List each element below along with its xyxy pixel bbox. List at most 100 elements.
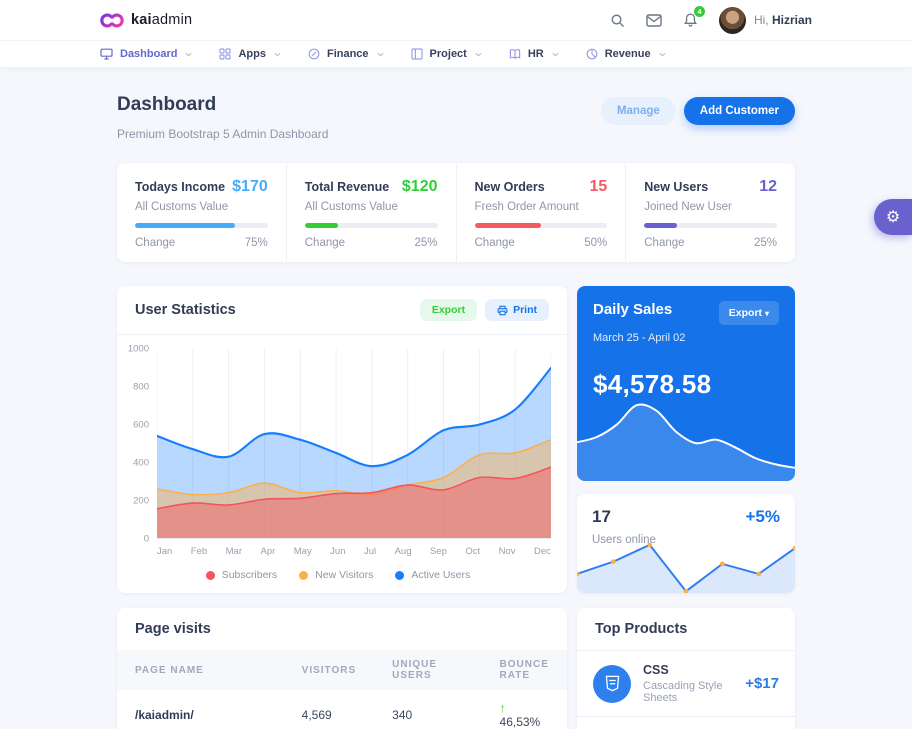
chevron-down-icon: [552, 52, 559, 57]
add-customer-button[interactable]: Add Customer: [683, 97, 795, 125]
brand-logo[interactable]: kaiadmin: [100, 11, 192, 30]
stat-title: New Orders: [474, 180, 545, 194]
change-percent: 50%: [584, 237, 608, 249]
stat-value: $120: [401, 178, 438, 195]
list-item: CSS Cascading Style Sheets +$17: [577, 651, 795, 716]
stat-subtitle: All Customs Value: [304, 201, 398, 213]
users-online-value: 17: [592, 507, 611, 526]
mail-icon[interactable]: [646, 13, 662, 27]
nav-item-project[interactable]: Project: [410, 48, 482, 60]
page-subtitle: Premium Bootstrap 5 Admin Dashboard: [117, 127, 329, 141]
avatar: [718, 6, 746, 34]
legend-dot-active-users: [395, 570, 405, 580]
nav-item-finance[interactable]: Finance: [308, 48, 384, 60]
user-menu[interactable]: Hi, Hizrian: [718, 6, 812, 34]
chevron-down-icon: [185, 52, 192, 57]
stat-total-revenue: Total Revenue $120 All Customs Value Cha…: [287, 163, 457, 262]
page-name-cell: /kaiadmin/: [117, 690, 284, 729]
chevron-down-icon: [659, 52, 666, 57]
users-online-card: 17 +5% Users online: [577, 494, 795, 593]
daily-sales-amount: $4,578.58: [593, 369, 712, 399]
table-row: /kaiadmin/ 4,569 340 ↑ 46,53%: [117, 690, 567, 729]
nav-item-revenue[interactable]: Revenue: [586, 48, 666, 60]
sparkline-chart: [577, 542, 795, 593]
settings-fab-button[interactable]: ⚙: [874, 199, 912, 235]
pie-chart-icon: [586, 48, 598, 60]
notification-badge: 4: [692, 5, 706, 18]
progress-bar: [474, 223, 608, 228]
nav-item-hr[interactable]: HR: [509, 48, 559, 60]
column-header: PAGE NAME: [117, 650, 284, 690]
stat-subtitle: All Customs Value: [135, 201, 229, 213]
stat-title: Total Revenue: [304, 180, 390, 194]
stat-new-users: New Users 12 Joined New User Change 25%: [626, 163, 795, 262]
manage-button[interactable]: Manage: [600, 97, 676, 125]
search-icon[interactable]: [610, 13, 625, 28]
css-shield-icon: [593, 664, 631, 703]
change-percent: 75%: [244, 237, 268, 249]
page-visits-table: PAGE NAME VISITORS UNIQUE USERS BOUNCE R…: [117, 650, 567, 729]
nav-item-apps[interactable]: Apps: [219, 48, 281, 60]
column-header: VISITORS: [283, 650, 375, 690]
product-name: CSS: [643, 663, 669, 677]
change-label: Change: [135, 237, 176, 249]
export-button[interactable]: Export: [419, 299, 478, 321]
change-label: Change: [474, 237, 515, 249]
change-label: Change: [644, 237, 685, 249]
nav-label: Apps: [238, 48, 266, 60]
stat-value: 12: [759, 178, 777, 195]
change-percent: 25%: [753, 237, 777, 249]
area-chart: [157, 349, 551, 539]
daily-sales-export-button[interactable]: Export ▾: [718, 301, 779, 325]
compass-icon: [308, 48, 320, 60]
nav-label: Revenue: [604, 48, 651, 60]
layout-icon: [410, 48, 423, 60]
page-visits-card: Page visits PAGE NAME VISITORS UNIQUE US…: [117, 608, 567, 729]
brand-logo-icon: [100, 11, 124, 30]
grid-icon: [219, 48, 232, 60]
bell-icon[interactable]: 4: [683, 5, 706, 28]
chevron-down-icon: [377, 52, 384, 57]
visitors-cell: 4,569: [283, 690, 375, 729]
nav-label: Dashboard: [120, 48, 178, 60]
stat-title: Todays Income: [135, 180, 226, 194]
user-statistics-title: User Statistics: [135, 302, 236, 318]
nav-label: Finance: [326, 48, 369, 60]
nav-item-dashboard[interactable]: Dashboard: [100, 48, 192, 60]
top-products-card: Top Products CSS Cascading Style Sheets …: [577, 608, 795, 729]
user-greeting: Hi, Hizrian: [753, 13, 812, 27]
print-button[interactable]: Print: [485, 299, 549, 321]
user-statistics-card: User Statistics Export Print: [117, 286, 567, 593]
chevron-down-icon: [274, 52, 281, 57]
legend-dot-subscribers: [205, 570, 215, 580]
progress-bar: [304, 223, 438, 228]
change-percent: 25%: [414, 237, 438, 249]
page-title: Dashboard: [117, 94, 217, 115]
column-header: UNIQUE USERS: [374, 650, 482, 690]
stat-subtitle: Joined New User: [644, 201, 732, 213]
top-products-title: Top Products: [595, 621, 688, 637]
printer-icon: [497, 305, 508, 316]
daily-sales-wave-chart: [577, 403, 795, 481]
user-name: Hizrian: [771, 13, 812, 27]
list-item: J.CO Donuts The Best Donuts +$300: [577, 716, 795, 729]
gear-icon: ⚙: [885, 209, 901, 226]
bounce-rate-cell: ↑ 46,53%: [481, 690, 567, 729]
users-online-label: Users online: [592, 534, 656, 546]
legend-dot-new-visitors: [299, 570, 309, 580]
chevron-down-icon: [475, 52, 482, 57]
stat-value: 15: [589, 178, 608, 195]
daily-sales-card: Daily Sales Export ▾ March 25 - April 02…: [577, 286, 795, 481]
change-label: Change: [304, 237, 346, 249]
unique-users-cell: 340: [374, 690, 482, 729]
stats-row: Todays Income $170 All Customs Value Cha…: [117, 163, 795, 262]
progress-bar: [644, 223, 777, 228]
caret-down-icon: ▾: [764, 309, 769, 318]
brand-name: kaiadmin: [131, 12, 193, 28]
topbar: kaiadmin 4: [0, 0, 912, 41]
y-axis-labels: 1000 800 600 400 200 0: [127, 343, 149, 545]
desktop-icon: [100, 48, 113, 60]
stat-subtitle: Fresh Order Amount: [474, 201, 579, 213]
column-header: BOUNCE RATE: [481, 650, 567, 690]
stat-value: $170: [232, 178, 268, 195]
